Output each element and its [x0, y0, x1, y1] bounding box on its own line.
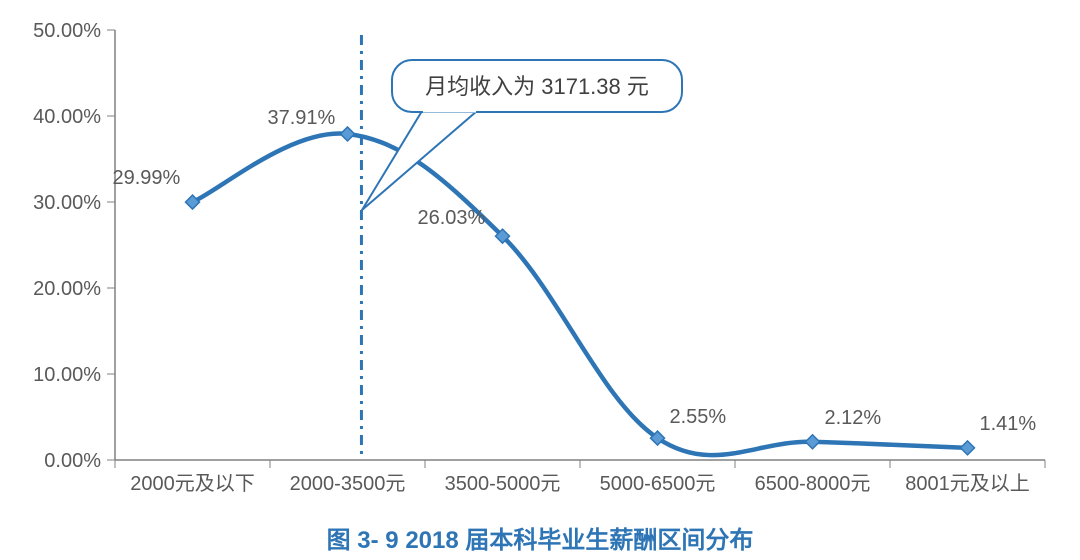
- y-tick-label: 30.00%: [33, 192, 101, 214]
- data-label: 26.03%: [418, 207, 486, 229]
- x-tick-label: 2000-3500元: [290, 473, 406, 495]
- data-label: 2.12%: [825, 407, 882, 429]
- x-tick-label: 3500-5000元: [445, 473, 561, 495]
- y-tick-label: 0.00%: [44, 450, 101, 472]
- chart-caption: 图 3- 9 2018 届本科毕业生薪酬区间分布: [0, 520, 1080, 555]
- x-tick-label: 8001元及以上: [905, 472, 1030, 495]
- y-tick-label: 20.00%: [33, 278, 101, 300]
- x-tick-label: 2000元及以下: [130, 473, 255, 495]
- data-label: 37.91%: [268, 107, 336, 129]
- data-label: 2.55%: [670, 406, 727, 428]
- data-label: 29.99%: [113, 167, 181, 189]
- chart-svg: 0.00% 10.00% 20.00% 30.00% 40.00% 50.00% 2000元…: [0, 0, 1080, 560]
- x-tick-label: 5000-6500元: [600, 473, 716, 495]
- data-label: 1.41%: [980, 413, 1037, 435]
- callout-text: 月均收入为 3171.38 元: [425, 74, 649, 99]
- y-tick-label: 40.00%: [33, 106, 101, 128]
- x-tick-label: 6500-8000元: [755, 473, 871, 495]
- y-tick-label: 10.00%: [33, 364, 101, 386]
- chart-container: 0.00% 10.00% 20.00% 30.00% 40.00% 50.00% 2000元…: [0, 0, 1080, 560]
- y-tick-label: 50.00%: [33, 20, 101, 42]
